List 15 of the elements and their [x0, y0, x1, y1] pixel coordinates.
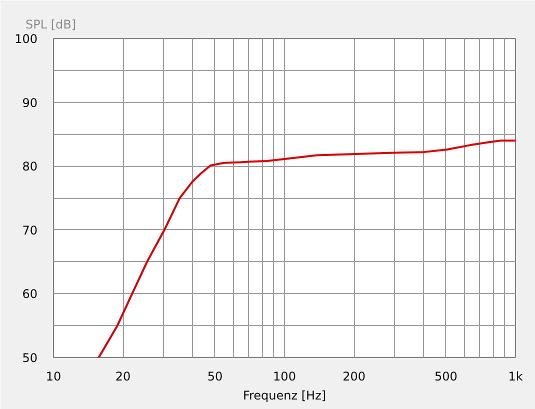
y-tick-label: 50: [22, 351, 38, 365]
x-tick-label: 20: [115, 370, 131, 384]
x-tick-label: 50: [207, 370, 223, 384]
x-tick-label: 100: [273, 370, 296, 384]
y-tick-label: 70: [22, 223, 38, 238]
y-tick-label: 60: [22, 287, 38, 302]
y-tick-label: 80: [22, 160, 38, 174]
y-tick-label: 100: [14, 32, 38, 46]
chart-title: SPL [dB]: [26, 18, 76, 32]
x-tick-label: 200: [342, 370, 366, 384]
x-tick-label: 1k: [508, 370, 523, 384]
x-tick-label: 500: [434, 370, 458, 384]
y-tick-label: 90: [22, 96, 38, 110]
x-axis-title: Frequenz [Hz]: [242, 388, 326, 402]
x-tick-label: 10: [46, 370, 62, 384]
